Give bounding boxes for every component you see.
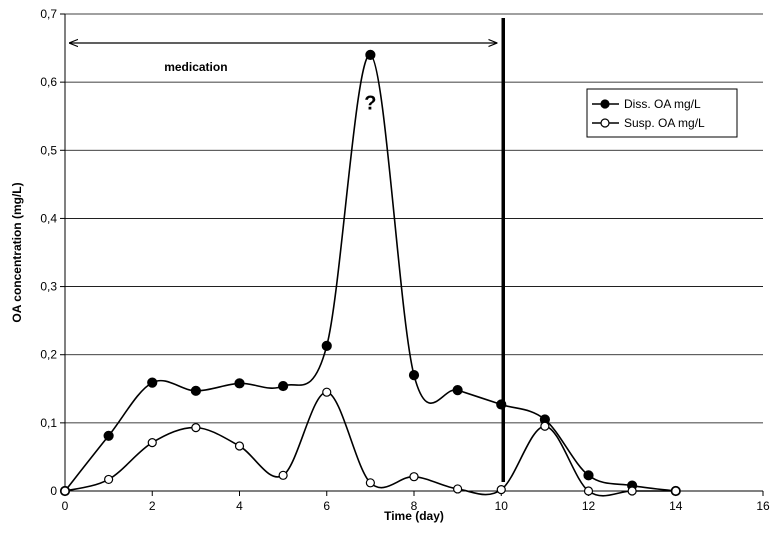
series-susp-oa bbox=[60, 387, 681, 497]
axes bbox=[64, 14, 763, 492]
data-point bbox=[452, 385, 463, 396]
data-point bbox=[453, 484, 463, 494]
x-tick-label: 10 bbox=[495, 499, 509, 513]
data-point bbox=[365, 478, 375, 488]
data-point bbox=[234, 378, 245, 389]
data-point bbox=[496, 399, 507, 410]
x-tick-label: 6 bbox=[323, 499, 330, 513]
data-point bbox=[496, 485, 506, 495]
annotations: medication ? bbox=[69, 18, 505, 482]
data-point bbox=[147, 438, 157, 448]
y-tick-labels: 0 0,1 0,2 0,3 0,4 0,5 0,6 0,7 bbox=[40, 7, 65, 498]
y-tick-label: 0 bbox=[50, 484, 57, 498]
gridlines bbox=[65, 13, 763, 424]
legend-marker bbox=[600, 118, 610, 128]
legend: Diss. OA mg/L Susp. OA mg/L bbox=[586, 88, 738, 138]
series-layer bbox=[59, 49, 681, 497]
x-tick-label: 16 bbox=[756, 499, 770, 513]
medication-label: medication bbox=[164, 60, 227, 74]
data-point bbox=[408, 370, 420, 381]
data-point bbox=[278, 380, 289, 392]
data-point bbox=[234, 441, 245, 451]
x-tick-label: 14 bbox=[669, 499, 683, 513]
series-line bbox=[64, 54, 676, 492]
y-tick-label: 0,6 bbox=[40, 75, 57, 89]
data-point bbox=[627, 486, 637, 496]
legend-label: Susp. OA mg/L bbox=[624, 116, 705, 130]
y-tick-label: 0,3 bbox=[40, 280, 57, 294]
x-tick-label: 12 bbox=[582, 499, 596, 513]
y-tick-label: 0,1 bbox=[40, 416, 57, 430]
x-tick-labels: 0 2 4 6 8 10 12 14 16 bbox=[62, 491, 770, 513]
data-point bbox=[583, 486, 594, 496]
legend-marker bbox=[600, 99, 610, 109]
y-axis-title: OA concentration (mg/L) bbox=[10, 182, 24, 322]
data-point bbox=[191, 423, 201, 433]
question-mark-annotation: ? bbox=[364, 93, 376, 115]
legend-box bbox=[586, 88, 738, 138]
y-tick-label: 0,2 bbox=[40, 348, 57, 362]
data-point bbox=[190, 385, 201, 396]
data-point bbox=[60, 486, 70, 496]
data-point bbox=[104, 474, 114, 485]
y-tick-label: 0,5 bbox=[40, 143, 57, 157]
data-point bbox=[409, 472, 419, 482]
x-tick-label: 0 bbox=[62, 499, 69, 513]
data-point bbox=[671, 486, 681, 496]
legend-entry: Diss. OA mg/L bbox=[592, 97, 701, 111]
data-point bbox=[583, 470, 594, 481]
data-point bbox=[321, 340, 332, 351]
legend-entry: Susp. OA mg/L bbox=[592, 116, 705, 130]
data-point bbox=[540, 421, 550, 431]
x-tick-label: 4 bbox=[236, 499, 243, 513]
data-point bbox=[322, 387, 332, 397]
data-point bbox=[147, 377, 158, 388]
data-point bbox=[103, 430, 114, 441]
x-tick-label: 8 bbox=[411, 499, 418, 513]
data-point bbox=[365, 49, 376, 60]
x-tick-label: 2 bbox=[149, 499, 156, 513]
y-tick-label: 0,7 bbox=[40, 7, 57, 21]
data-point bbox=[278, 470, 288, 480]
y-tick-label: 0,4 bbox=[40, 211, 57, 225]
legend-label: Diss. OA mg/L bbox=[624, 97, 701, 111]
x-axis-title: Time (day) bbox=[384, 509, 444, 523]
